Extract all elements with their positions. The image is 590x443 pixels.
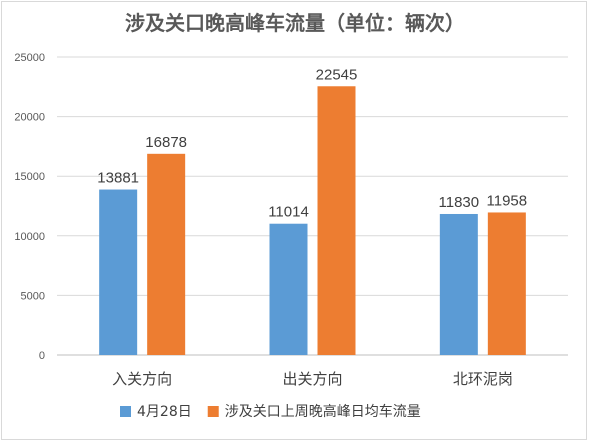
y-tick-label: 25000 — [14, 52, 45, 64]
bar-1-0 — [269, 223, 308, 355]
data-label: 22545 — [316, 66, 358, 83]
legend-label: 4月28日 — [137, 404, 192, 420]
data-label: 13881 — [97, 170, 139, 187]
x-category-label: 北环泥岗 — [453, 370, 513, 388]
data-label: 11958 — [487, 192, 528, 209]
y-tick-label: 15000 — [14, 171, 45, 183]
bar-0-1 — [147, 153, 186, 355]
legend-swatch — [207, 406, 219, 417]
y-tick-label: 5000 — [21, 290, 45, 302]
y-tick-label: 20000 — [14, 112, 45, 124]
x-axis: 入关方向 出关方向 北环泥岗 — [112, 370, 513, 388]
y-axis: 0 5000 10000 15000 20000 25000 — [14, 52, 45, 362]
data-labels: 13881 16878 11014 22545 11830 11958 — [97, 66, 527, 220]
x-category-label: 出关方向 — [282, 370, 342, 388]
gridlines — [57, 56, 568, 356]
data-label: 16878 — [145, 134, 187, 151]
y-tick-label: 0 — [39, 350, 45, 362]
x-category-label: 入关方向 — [112, 370, 172, 388]
legend-swatch — [120, 406, 131, 417]
legend: 4月28日 涉及关口上周晚高峰日均车流量 — [120, 403, 421, 420]
chart-title: 涉及关口晚高峰车流量（单位：辆次） — [125, 11, 465, 35]
y-tick-label: 10000 — [14, 231, 45, 243]
bar-2-0 — [439, 213, 478, 355]
legend-label: 涉及关口上周晚高峰日均车流量 — [225, 403, 421, 420]
data-label: 11014 — [268, 204, 309, 221]
bar-1-1 — [317, 86, 356, 355]
data-label: 11830 — [439, 194, 480, 211]
bar-2-1 — [487, 212, 526, 355]
bars — [99, 86, 526, 355]
bar-0-0 — [99, 189, 138, 355]
